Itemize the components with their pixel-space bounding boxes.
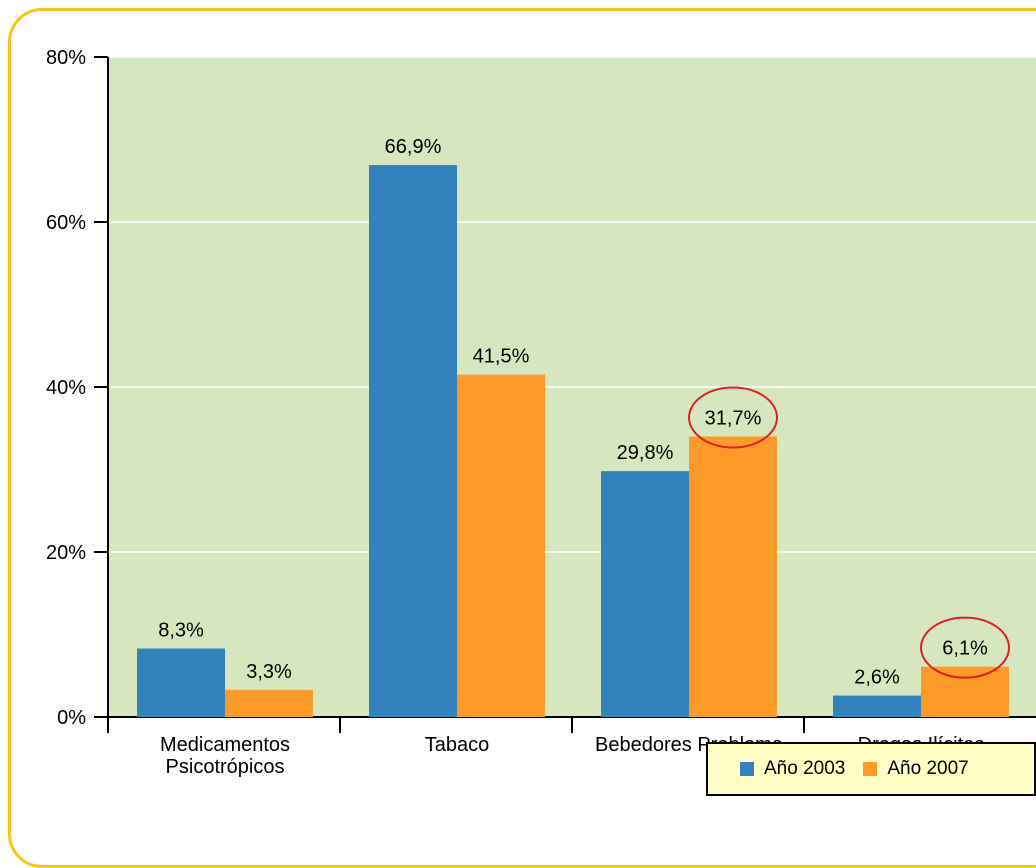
y-tick-label: 0% [57,707,86,729]
bar [225,689,313,717]
data-label: 3,3% [246,661,292,683]
legend-swatch-2007 [863,762,878,776]
x-tick-label: Tabaco [425,734,490,756]
legend: Año 2003 Año 2007 [706,742,1036,796]
bar [137,648,225,717]
bar [921,666,1009,717]
legend-label-2003: Año 2003 [764,758,846,779]
data-label: 8,3% [158,620,204,642]
legend-item-2007: Año 2007 [863,758,969,780]
legend-item-2003: Año 2003 [740,758,845,780]
x-tick-label: Medicamentos [160,734,290,756]
legend-swatch-2003 [740,762,754,776]
bar [833,695,921,717]
bar [689,436,777,717]
data-label: 66,9% [385,136,442,158]
y-tick-label: 60% [46,212,86,234]
data-label: 31,7% [705,408,762,430]
y-tick-label: 40% [46,377,86,399]
bar [601,471,689,717]
x-tick-label: Psicotrópicos [166,756,285,778]
highlight-circle [688,386,778,449]
highlight-circle [920,616,1010,679]
data-label: 6,1% [942,638,988,660]
y-tick-label: 20% [46,542,86,564]
data-label: 2,6% [854,667,900,689]
bar [369,165,457,717]
y-tick-label: 80% [46,47,86,69]
data-label: 29,8% [617,442,674,464]
legend-label-2007: Año 2007 [887,758,969,779]
data-label: 41,5% [473,346,530,368]
bar [457,374,545,717]
